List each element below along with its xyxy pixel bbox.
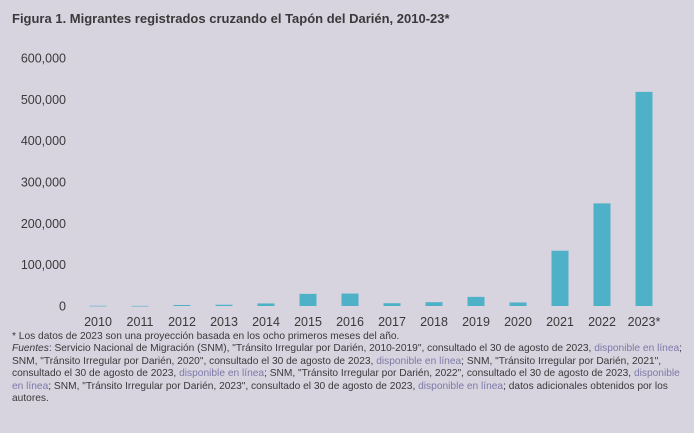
y-axis: 0 100,000 200,000 300,000 400,000 500,000 600,… <box>21 52 66 314</box>
x-tick-label: 2013 <box>210 315 238 329</box>
y-tick-label: 200,000 <box>21 217 66 231</box>
chart-title: Figura 1. Migrantes registrados cruzando… <box>12 11 450 26</box>
x-axis: 2010 2011 2012 2013 2014 2015 2016 2017 2018 2019… <box>84 315 660 329</box>
x-tick-label: 2016 <box>336 315 364 329</box>
x-tick-label: 2019 <box>462 315 490 329</box>
bar-2019 <box>467 296 485 306</box>
bars <box>89 91 653 307</box>
y-tick-label: 500,000 <box>21 93 66 107</box>
bar-2010 <box>89 305 107 307</box>
x-tick-label: 2010 <box>84 315 112 329</box>
y-tick-label: 0 <box>59 300 66 314</box>
x-tick-label: 2015 <box>294 315 322 329</box>
y-tick-label: 600,000 <box>21 52 66 66</box>
x-tick-label: 2017 <box>378 315 406 329</box>
bar-2011 <box>131 305 149 307</box>
bar-2014 <box>257 303 275 306</box>
source-link[interactable]: disponible en línea <box>418 380 504 392</box>
source-link[interactable]: disponible en línea <box>12 368 680 392</box>
bar-2020 <box>509 302 527 306</box>
y-tick-label: 100,000 <box>21 258 66 272</box>
footnotes: * Los datos de 2023 son una proyección b… <box>12 331 684 405</box>
x-tick-label: 2018 <box>420 315 448 329</box>
bar-2013 <box>215 304 233 306</box>
bar-chart: 0 100,000 200,000 300,000 400,000 500,000 600,… <box>21 52 661 330</box>
bar-2017 <box>383 303 401 306</box>
y-tick-label: 400,000 <box>21 134 66 148</box>
source-text: ; SNM, "Tránsito Irregular por Darién, 2… <box>12 355 662 380</box>
bar-2015 <box>299 293 317 306</box>
bar-2022 <box>593 203 611 306</box>
bar-2021 <box>551 250 569 306</box>
sources-label: Fuentes <box>12 343 49 355</box>
x-tick-label: 2011 <box>127 315 154 329</box>
bar-2018 <box>425 302 443 306</box>
sources-note: Fuentes: Servicio Nacional de Migración … <box>12 343 684 405</box>
x-tick-label: 2022 <box>588 315 616 329</box>
bar-2023 <box>635 91 653 306</box>
source-text: ; SNM, "Tránsito Irregular por Darién, 2… <box>12 343 683 367</box>
asterisk-note: * Los datos de 2023 son una proyección b… <box>12 331 400 342</box>
source-text: : Servicio Nacional de Migración (SNM), … <box>48 343 595 355</box>
source-link[interactable]: disponible en línea <box>179 368 265 380</box>
x-tick-label: 2023* <box>628 315 661 329</box>
x-tick-label: 2020 <box>504 315 532 329</box>
y-tick-label: 300,000 <box>21 176 66 190</box>
source-link[interactable]: disponible en línea <box>376 355 462 367</box>
bar-2012 <box>173 304 191 306</box>
x-tick-label: 2021 <box>546 315 574 329</box>
source-text: ; SNM, "Tránsito Irregular por Darién, 2… <box>264 368 634 380</box>
source-link[interactable]: disponible en línea <box>594 343 680 355</box>
x-tick-label: 2012 <box>168 315 196 329</box>
source-text: ; datos adicionales obtenidos por los au… <box>12 380 668 405</box>
bar-2016 <box>341 293 359 306</box>
source-text: ; SNM, "Tránsito Irregular por Darién, 2… <box>48 380 419 392</box>
x-tick-label: 2014 <box>252 315 280 329</box>
